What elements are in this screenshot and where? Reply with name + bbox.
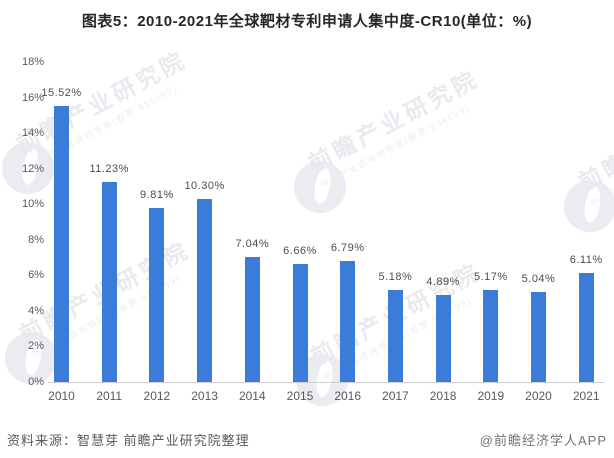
x-axis-line xyxy=(48,382,604,383)
qianzhan-logo-icon xyxy=(5,332,57,384)
y-axis-tick-label: 16% xyxy=(21,91,44,104)
bar xyxy=(149,207,165,382)
data-source-text: 资料来源：智慧芽 前瞻产业研究院整理 xyxy=(7,433,250,448)
y-axis-tick-label: 4% xyxy=(28,304,44,317)
chart-title: 图表5：2010-2021年全球靶材专利申请人集中度-CR10(单位：%) xyxy=(81,13,533,30)
y-axis-tick-label: 12% xyxy=(21,162,44,175)
bar-value-label: 5.04% xyxy=(521,273,556,286)
bar-value-label: 4.89% xyxy=(426,276,460,289)
qianzhan-logo-icon xyxy=(564,180,614,232)
bar xyxy=(292,263,308,382)
bar xyxy=(244,256,260,382)
bar-value-label: 9.81% xyxy=(140,188,174,201)
y-axis-tick-label: 8% xyxy=(28,233,44,246)
y-axis-tick-label: 0% xyxy=(28,376,44,388)
bar-value-label: 6.79% xyxy=(330,242,365,255)
x-axis-tick-label: 2014 xyxy=(238,389,266,403)
bar xyxy=(340,261,356,382)
bar-value-label: 11.23% xyxy=(89,163,129,176)
x-axis-tick-label: 2020 xyxy=(525,389,552,403)
bar-value-label: 5.17% xyxy=(473,271,508,284)
bar xyxy=(531,292,546,382)
bar xyxy=(197,198,213,382)
bar xyxy=(435,295,451,382)
credit-text: @前瞻经济学人APP xyxy=(479,433,607,448)
x-axis-tick-label: 2017 xyxy=(382,389,409,403)
bar-value-label: 10.30% xyxy=(184,179,225,192)
bar-value-label: 15.52% xyxy=(41,87,82,100)
bar xyxy=(101,182,117,382)
x-axis-tick-label: 2010 xyxy=(48,389,75,403)
x-axis-tick-label: 2011 xyxy=(96,389,123,403)
y-axis-tick-label: 2% xyxy=(28,340,44,353)
x-axis-tick-label: 2012 xyxy=(143,389,171,403)
qianzhan-logo-icon xyxy=(294,161,346,213)
x-axis-tick-label: 2021 xyxy=(572,389,600,403)
bar-value-label: 5.18% xyxy=(378,270,413,283)
bar-value-label: 6.66% xyxy=(283,244,317,257)
bar-value-label: 7.04% xyxy=(235,237,270,250)
footer: 资料来源：智慧芽 前瞻产业研究院整理 @前瞻经济学人APP xyxy=(0,430,614,449)
x-axis-tick-label: 2018 xyxy=(429,389,457,403)
bar xyxy=(387,289,403,382)
x-axis-tick-label: 2016 xyxy=(334,389,362,403)
x-axis-tick-label: 2019 xyxy=(477,389,505,403)
bar-value-label: 6.11% xyxy=(569,254,603,267)
y-axis-tick-label: 10% xyxy=(21,198,44,211)
y-axis-tick-label: 14% xyxy=(21,127,44,140)
bar xyxy=(483,290,499,382)
bar xyxy=(54,106,69,382)
y-axis-tick-label: 18% xyxy=(21,56,44,68)
y-axis-tick-label: 6% xyxy=(28,269,44,282)
qianzhan-logo-icon xyxy=(2,142,54,194)
x-axis-tick-label: 2013 xyxy=(191,389,218,403)
x-axis-tick-label: 2015 xyxy=(286,389,314,403)
bar xyxy=(578,273,594,382)
